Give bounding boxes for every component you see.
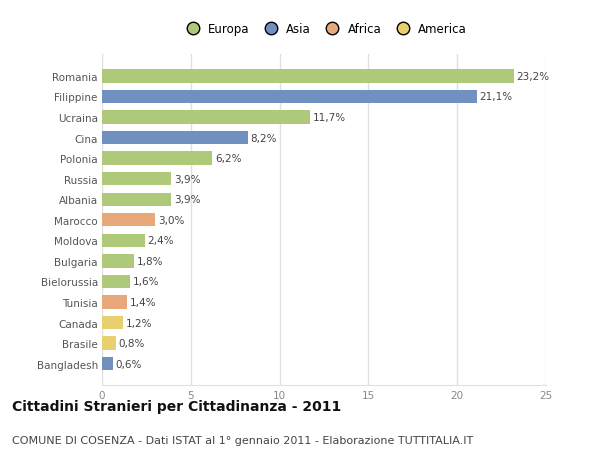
Text: 1,6%: 1,6%	[133, 277, 160, 287]
Text: 3,9%: 3,9%	[174, 195, 200, 205]
Bar	[102, 152, 212, 165]
Text: Cittadini Stranieri per Cittadinanza - 2011: Cittadini Stranieri per Cittadinanza - 2…	[12, 399, 341, 413]
Bar	[102, 173, 171, 186]
Bar	[102, 316, 124, 330]
Bar	[102, 275, 130, 289]
Text: 6,2%: 6,2%	[215, 154, 241, 164]
Text: 1,4%: 1,4%	[130, 297, 156, 308]
Text: 1,2%: 1,2%	[126, 318, 152, 328]
Text: 3,0%: 3,0%	[158, 215, 184, 225]
Bar	[102, 255, 134, 268]
Text: 0,6%: 0,6%	[115, 359, 142, 369]
Bar	[102, 213, 155, 227]
Bar	[102, 111, 310, 124]
Text: COMUNE DI COSENZA - Dati ISTAT al 1° gennaio 2011 - Elaborazione TUTTITALIA.IT: COMUNE DI COSENZA - Dati ISTAT al 1° gen…	[12, 435, 473, 445]
Bar	[102, 296, 127, 309]
Text: 2,4%: 2,4%	[147, 236, 174, 246]
Text: 23,2%: 23,2%	[517, 72, 550, 82]
Text: 11,7%: 11,7%	[313, 113, 346, 123]
Bar	[102, 70, 514, 84]
Text: 1,8%: 1,8%	[137, 256, 163, 266]
Text: 21,1%: 21,1%	[479, 92, 512, 102]
Bar	[102, 193, 171, 207]
Bar	[102, 337, 116, 350]
Bar	[102, 90, 477, 104]
Text: 0,8%: 0,8%	[119, 338, 145, 348]
Text: 8,2%: 8,2%	[250, 133, 277, 143]
Bar	[102, 132, 248, 145]
Legend: Europa, Asia, Africa, America: Europa, Asia, Africa, America	[176, 18, 472, 40]
Bar	[102, 234, 145, 247]
Text: 3,9%: 3,9%	[174, 174, 200, 185]
Bar	[102, 357, 113, 370]
